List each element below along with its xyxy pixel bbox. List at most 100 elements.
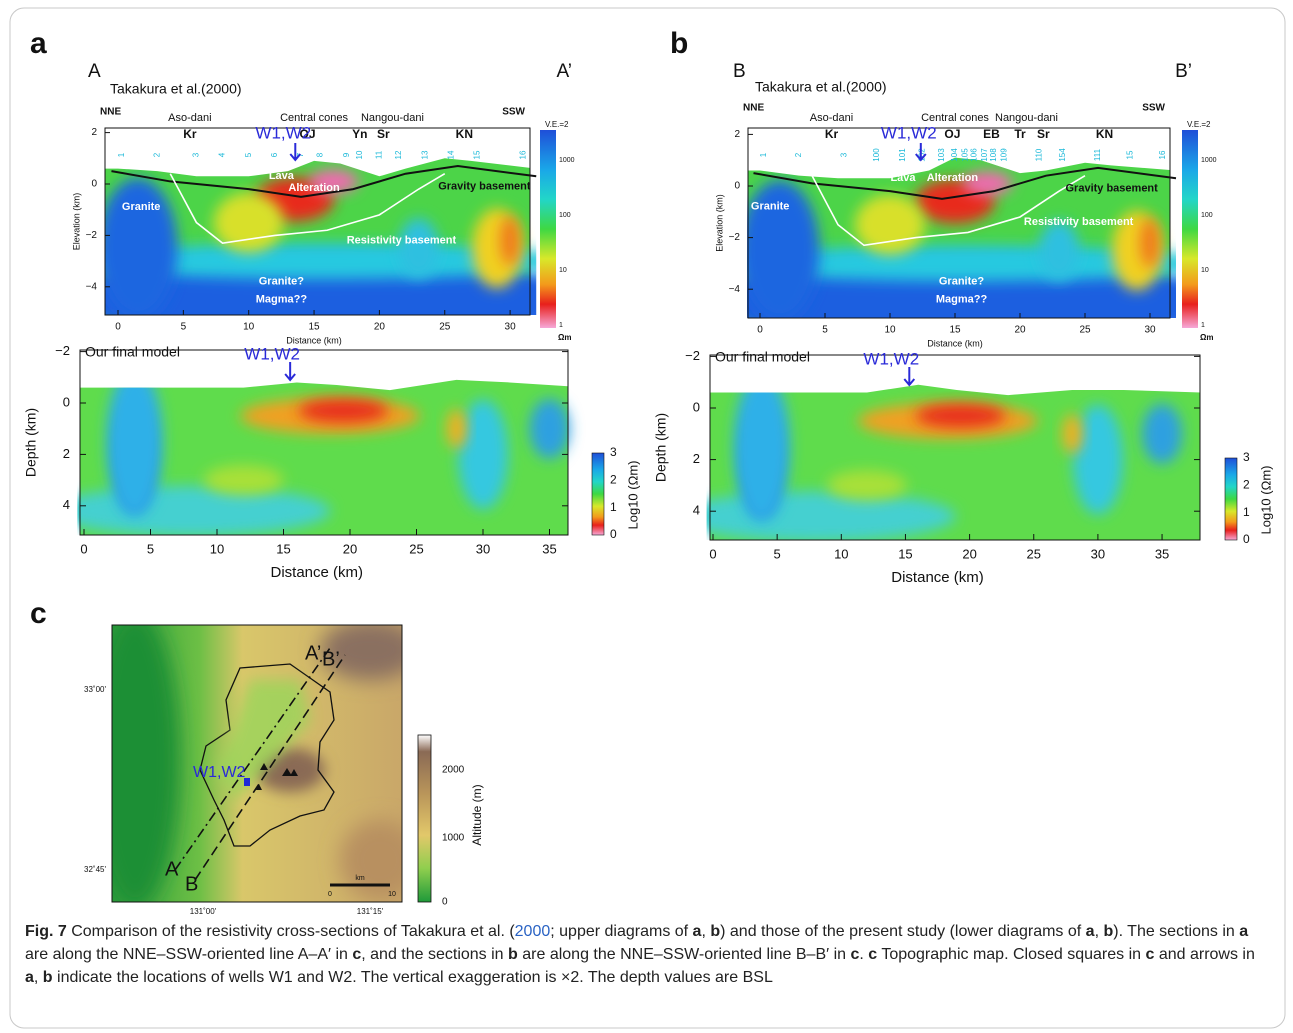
resistivity-zone bbox=[855, 194, 925, 255]
area-label: Nangou-dani bbox=[995, 112, 1058, 124]
y-tick-label: 0 bbox=[91, 179, 97, 190]
lon-tick: 131˚15' bbox=[357, 907, 384, 916]
station-label: 110 bbox=[1035, 148, 1044, 161]
resistivity-zone bbox=[915, 403, 1006, 428]
caption-segment: a bbox=[1085, 923, 1095, 940]
station-label: 106 bbox=[970, 148, 979, 162]
x-tick-label: 15 bbox=[949, 325, 961, 336]
station-label: 16 bbox=[518, 150, 527, 159]
x-tick-label: 5 bbox=[822, 325, 828, 336]
colorbar-tick: 2 bbox=[1243, 477, 1250, 491]
line-end: B bbox=[185, 873, 198, 895]
caption-segment: c bbox=[1145, 946, 1155, 963]
upper-section bbox=[747, 157, 1176, 318]
station-label: 11 bbox=[375, 150, 384, 159]
colorbar-tick: 3 bbox=[610, 445, 617, 459]
y-tick-label: −2 bbox=[55, 343, 70, 358]
gravity-basement bbox=[111, 165, 537, 198]
resistivity-zone bbox=[458, 399, 508, 510]
station-label: 8 bbox=[316, 152, 325, 157]
station-label: 102 bbox=[918, 148, 927, 162]
caption-segment: a bbox=[25, 969, 34, 986]
y-tick-label: −4 bbox=[86, 281, 98, 292]
unit-label: Granite? bbox=[939, 275, 985, 287]
map-relief bbox=[320, 625, 402, 680]
colorbar-tick: 1 bbox=[610, 500, 617, 514]
caption-segment[interactable]: 2000 bbox=[514, 923, 551, 940]
caption: Fig. 7 Comparison of the resistivity cro… bbox=[25, 920, 1270, 989]
station-label: 105 bbox=[961, 148, 970, 162]
x-tick-label: 20 bbox=[343, 541, 357, 556]
resistivity-zone bbox=[1062, 413, 1083, 454]
x-tick-label: 25 bbox=[1027, 546, 1041, 561]
panel-letter: c bbox=[30, 597, 47, 630]
colorbar bbox=[1182, 130, 1198, 328]
site-label: Sr bbox=[377, 127, 390, 141]
x-tick-label: 0 bbox=[115, 322, 121, 333]
station-label: 5 bbox=[244, 152, 253, 157]
x-tick-label: 20 bbox=[1014, 325, 1026, 336]
unit-label: Granite bbox=[751, 201, 790, 213]
resistivity-zone bbox=[747, 180, 820, 318]
area-label: Central cones bbox=[280, 112, 348, 124]
caption-segment: are along the NNE–SSW-oriented line B–B′… bbox=[517, 946, 851, 963]
well-label: W1,W2 bbox=[255, 123, 311, 142]
resistivity-zone bbox=[398, 218, 439, 279]
ve-label: V.E.=2 bbox=[545, 120, 569, 129]
station-label: 15 bbox=[473, 150, 482, 159]
site-label: OJ bbox=[300, 127, 316, 141]
colorbar-tick: 3 bbox=[1243, 450, 1250, 464]
x-tick-label: 20 bbox=[374, 322, 386, 333]
station-label: 3 bbox=[840, 152, 849, 157]
direction: SSW bbox=[502, 107, 525, 118]
section-end: B bbox=[733, 61, 746, 82]
station-label: 103 bbox=[937, 148, 946, 162]
colorbar-label: Log10 (Ωm) bbox=[1258, 466, 1273, 535]
site-label: Tr bbox=[1014, 127, 1026, 141]
y-axis-label: Depth (km) bbox=[653, 413, 669, 482]
resistivity-zone bbox=[298, 398, 389, 423]
well-label: W1,W2 bbox=[244, 344, 300, 363]
station-label: 9 bbox=[342, 152, 351, 157]
station-label: 15 bbox=[1126, 150, 1135, 159]
y-tick-label: 0 bbox=[693, 399, 700, 414]
y-axis-label: Elevation (km) bbox=[714, 194, 724, 252]
resistivity-zone bbox=[104, 254, 537, 315]
x-tick-label: 25 bbox=[1079, 325, 1091, 336]
x-tick-label: 15 bbox=[898, 546, 912, 561]
y-tick-label: −4 bbox=[729, 284, 741, 295]
altitude-colorbar bbox=[417, 734, 432, 903]
y-tick-label: −2 bbox=[86, 230, 98, 241]
caption-segment: b bbox=[710, 923, 721, 940]
colorbar-unit: Ωm bbox=[1200, 333, 1214, 342]
station-label: 108 bbox=[989, 148, 998, 162]
station-label: 2 bbox=[152, 152, 161, 157]
caption-segment: , and the sections in bbox=[361, 946, 509, 963]
x-tick-label: 5 bbox=[774, 546, 781, 561]
station-label: 109 bbox=[1000, 148, 1009, 162]
station-label: 100 bbox=[872, 148, 881, 162]
resistivity-zone bbox=[1142, 403, 1183, 464]
colorbar-tick: 1000 bbox=[442, 833, 465, 844]
station-label: 14 bbox=[446, 150, 455, 159]
area-label: Aso-dani bbox=[168, 112, 211, 124]
caption-segment: are along the NNE–SSW-oriented line A–A′… bbox=[25, 946, 353, 963]
station-label: 16 bbox=[1158, 150, 1167, 159]
lon-tick: 131˚00' bbox=[190, 907, 217, 916]
line-end: A’ bbox=[305, 642, 321, 664]
y-tick-label: 2 bbox=[734, 129, 740, 140]
unit-label: Gravity basement bbox=[438, 180, 531, 192]
caption-segment: ). The sections in bbox=[1113, 923, 1240, 940]
well-arrow bbox=[289, 143, 302, 162]
caption-segment: and arrows in bbox=[1154, 946, 1255, 963]
x-tick-label: 0 bbox=[709, 546, 716, 561]
scale-tick: 10 bbox=[388, 891, 396, 898]
station-label: 4 bbox=[218, 152, 227, 157]
well-label: W1,W2 bbox=[881, 123, 937, 142]
y-axis-label: Elevation (km) bbox=[71, 193, 81, 251]
caption-segment: b bbox=[42, 969, 53, 986]
x-tick-label: 10 bbox=[884, 325, 896, 336]
resistivity-zone bbox=[1072, 404, 1123, 515]
station-label: 1 bbox=[117, 152, 126, 157]
colorbar-label: Altitude (m) bbox=[470, 784, 484, 845]
